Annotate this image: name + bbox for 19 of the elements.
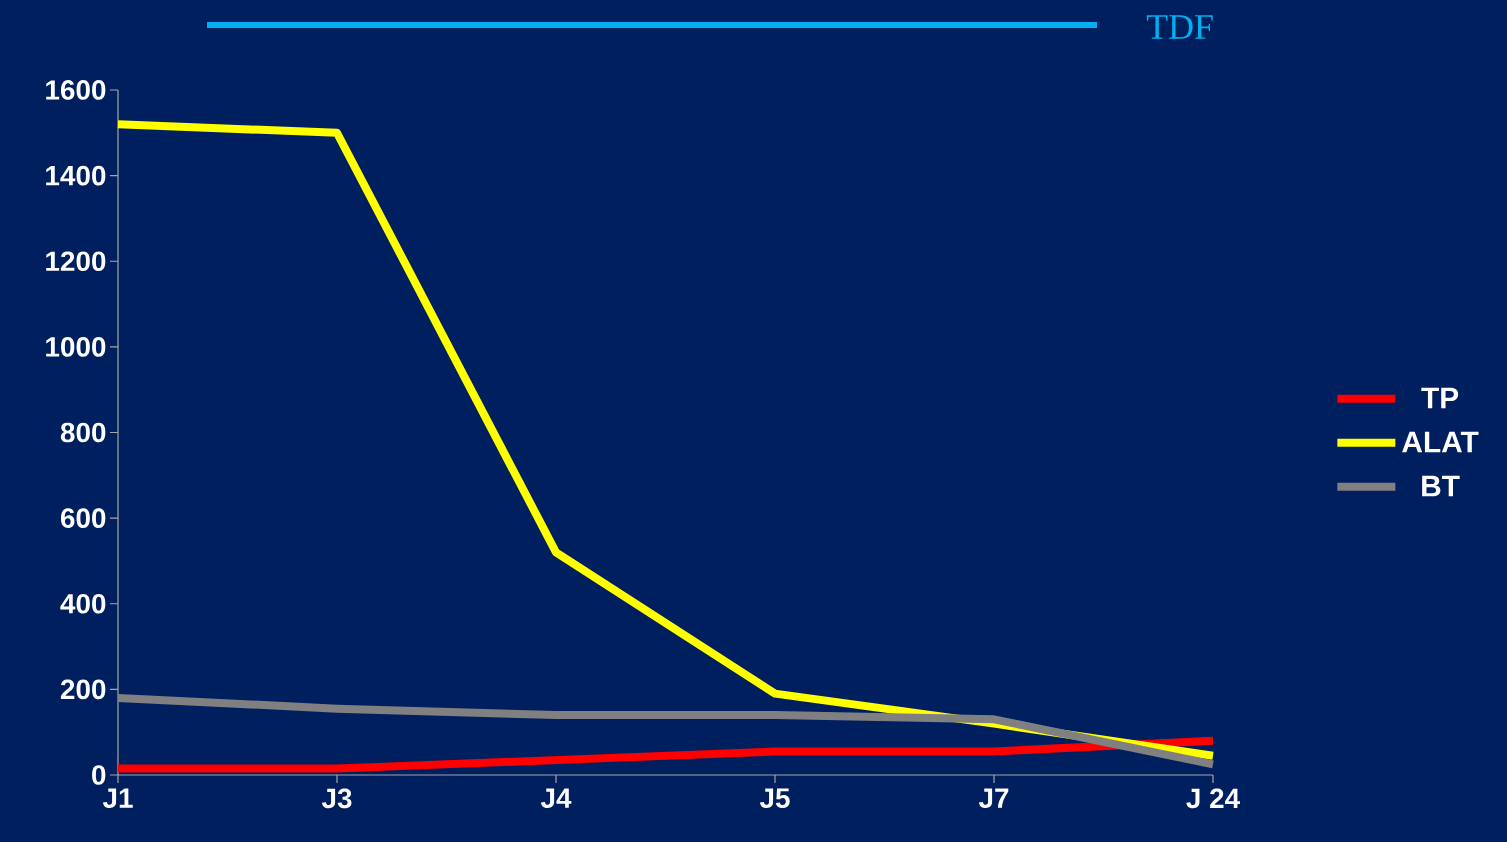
legend-label: TP <box>1421 387 1459 409</box>
legend-label: ALAT <box>1402 431 1479 453</box>
y-tick-label: 1400 <box>46 165 106 186</box>
x-tick-label: J4 <box>540 788 572 808</box>
y-tick-label: 200 <box>60 679 106 700</box>
y-tick-label: 1200 <box>46 251 106 272</box>
x-tick-label: J5 <box>759 788 790 808</box>
y-tick-label: 400 <box>60 593 106 614</box>
y-tick-label: 1000 <box>46 337 106 357</box>
y-tick-label: 0 <box>92 765 106 785</box>
text: TDF <box>1146 15 1213 39</box>
x-tick-label: J7 <box>978 788 1009 808</box>
y-tick-label: 800 <box>60 422 106 443</box>
x-tick-label: J1 <box>102 788 133 808</box>
x-tick-label: J3 <box>321 788 352 809</box>
y-tick-label: 600 <box>60 508 106 528</box>
legend-label: BT <box>1422 475 1460 497</box>
y-tick-label: 1600 <box>46 80 106 100</box>
x-tick-label: J 24 <box>1186 788 1240 809</box>
